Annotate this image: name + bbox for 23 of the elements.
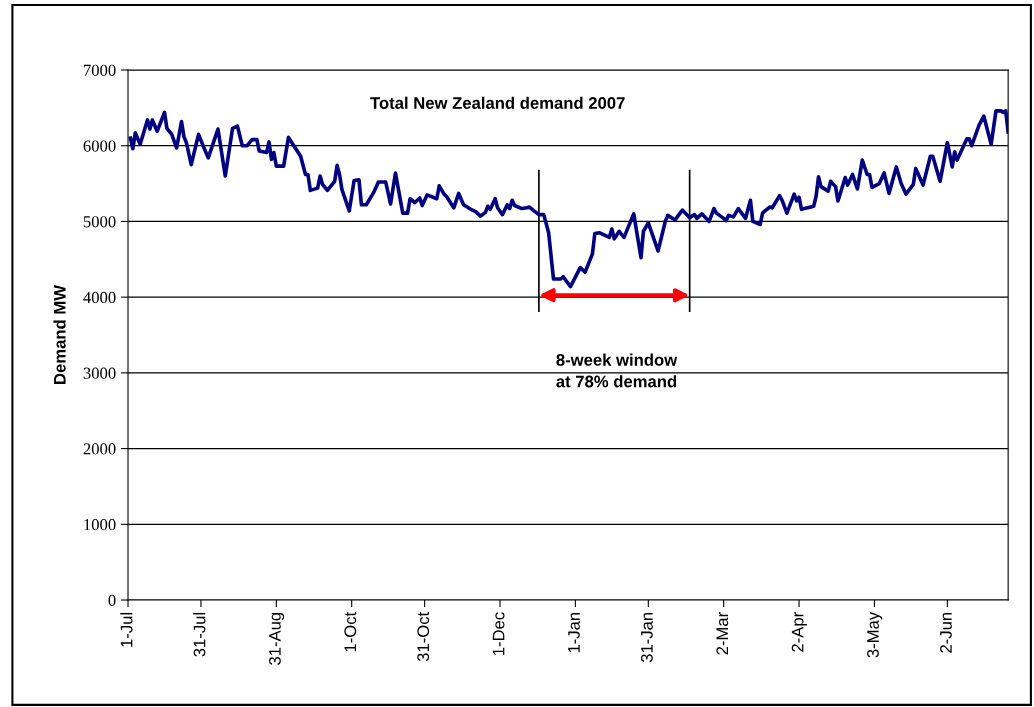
y-tick-label: 0 <box>108 594 116 606</box>
x-tick-label: 1-Jan <box>568 612 580 653</box>
annotation: 8-week window at 78% demand <box>556 353 678 388</box>
x-tick-label: 31-Jul <box>193 612 206 657</box>
y-tick-label: 3000 <box>83 367 116 379</box>
x-tick-label: 2-Apr <box>791 612 807 652</box>
x-tick-label: 31-Aug <box>268 612 285 665</box>
y-tick-label: 2000 <box>83 443 116 455</box>
y-tick-label: 6000 <box>83 140 116 152</box>
y-tick-label: 5000 <box>83 216 116 228</box>
x-tick-label: 31-Jan <box>640 612 653 663</box>
y-tick-label: 7000 <box>83 64 116 76</box>
x-tick-label: 3-May <box>867 611 883 658</box>
x-tick-label: 31-Oct <box>417 611 430 662</box>
x-tick-label: 1-Dec <box>492 612 505 656</box>
text: Total New Zealand demand 2007 <box>370 96 625 109</box>
x-tick-label: 2-Jun <box>940 612 952 653</box>
y-tick-label: 1000 <box>84 519 116 531</box>
x-tick-label: 1-Oct <box>344 611 357 652</box>
x-tick-label: 1-Jul <box>120 612 133 647</box>
y-tick-label: 4000 <box>83 291 116 304</box>
y-axis-title: Demand MW <box>53 285 66 384</box>
x-tick-label: 2-Mar <box>716 612 729 655</box>
